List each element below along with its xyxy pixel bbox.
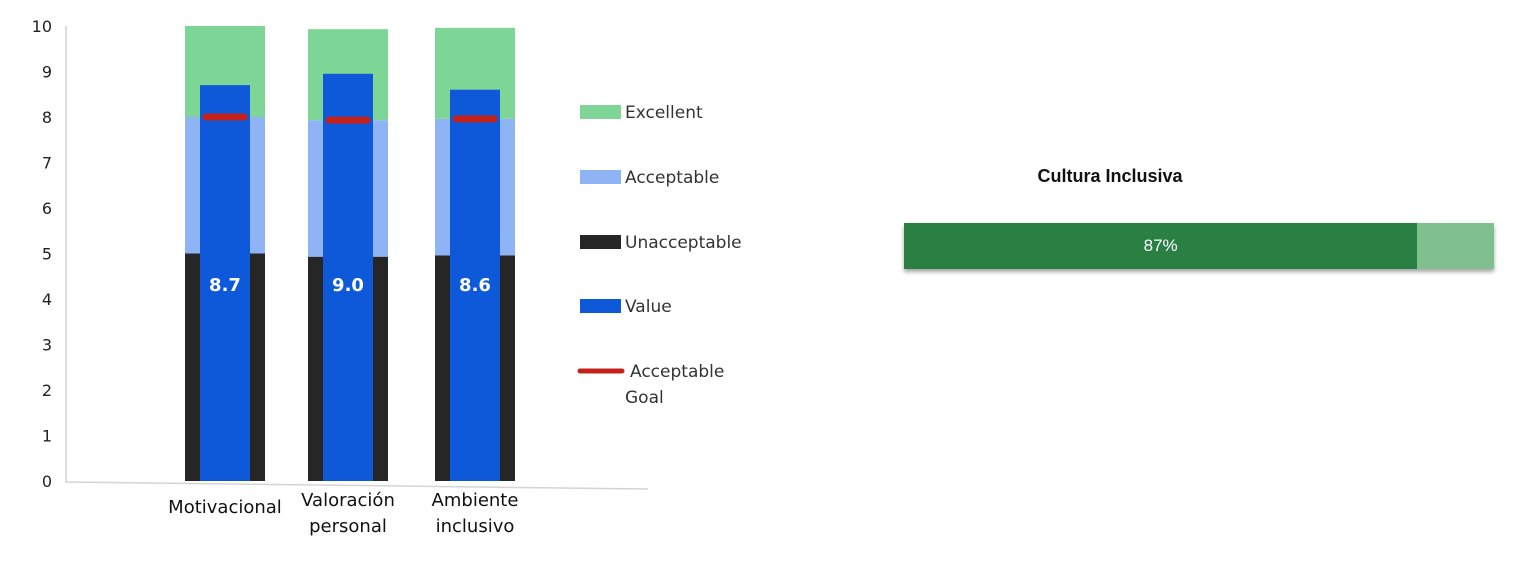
value-label: 8.6 <box>459 275 491 296</box>
value-bar <box>323 73 373 482</box>
y-tick-label: 6 <box>42 199 52 218</box>
legend-label: Unacceptable <box>625 233 742 253</box>
category-label: Ambiente <box>432 490 519 511</box>
legend-label: Acceptable <box>625 168 719 188</box>
y-tick-label: 2 <box>42 381 52 400</box>
value-bar <box>450 89 500 481</box>
progress-track: 87% <box>904 223 1494 269</box>
category-label: personal <box>309 516 387 537</box>
progress-title: Cultura Inclusiva <box>1037 166 1183 186</box>
legend-swatch <box>580 299 621 313</box>
y-tick-label: 9 <box>42 63 52 82</box>
legend-swatch <box>580 105 621 119</box>
y-tick-label: 4 <box>42 290 52 309</box>
legend-label: Acceptable <box>630 362 724 382</box>
value-bar <box>200 85 250 482</box>
category-labels: Motivacional Valoración personal Ambiente in… <box>168 490 518 537</box>
category-label: inclusivo <box>436 516 515 537</box>
category-label: Valoración <box>301 490 395 511</box>
progress-fill <box>904 223 1418 269</box>
y-tick-label: 5 <box>42 245 52 264</box>
legend-swatch <box>580 170 621 184</box>
y-tick-label: 10 <box>32 17 52 36</box>
value-label: 9.0 <box>332 275 364 296</box>
bullet-chart: 0 1 2 3 4 5 6 7 8 9 10 8.7 9.0 8.6 Motivacional Valor… <box>32 17 742 537</box>
y-tick-label: 3 <box>42 336 52 355</box>
legend-label: Value <box>625 297 672 317</box>
legend-swatch <box>580 235 621 249</box>
y-tick-label: 7 <box>42 154 52 173</box>
x-axis-line <box>65 481 649 490</box>
value-label: 8.7 <box>209 275 241 296</box>
legend: Excellent Acceptable Unacceptable Value Acce… <box>577 103 742 408</box>
y-tick-labels: 0 1 2 3 4 5 6 7 8 9 10 <box>32 17 52 491</box>
legend-label: Excellent <box>625 103 703 123</box>
legend-label: Goal <box>625 388 664 408</box>
category-label: Motivacional <box>168 497 282 518</box>
progress-label: 87% <box>1143 236 1178 255</box>
y-tick-label: 0 <box>42 472 52 491</box>
y-tick-label: 1 <box>42 427 52 446</box>
bars-group: 8.7 9.0 8.6 <box>185 26 515 482</box>
y-tick-label: 8 <box>42 108 52 127</box>
chart-axes <box>65 26 649 490</box>
